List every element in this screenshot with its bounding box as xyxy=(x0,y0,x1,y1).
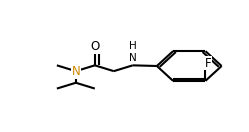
Text: O: O xyxy=(90,40,99,53)
Text: N: N xyxy=(71,65,80,78)
Text: H
N: H N xyxy=(129,41,137,63)
Text: F: F xyxy=(205,56,211,70)
